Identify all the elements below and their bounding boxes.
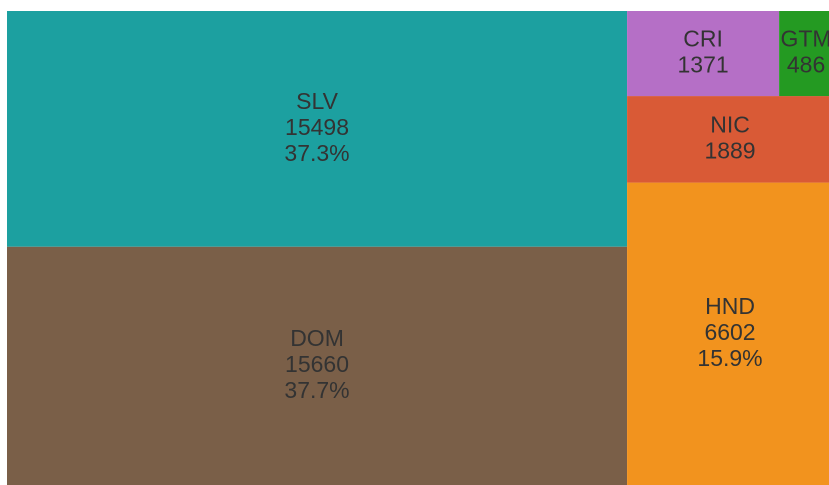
tile-label: NIC	[710, 111, 750, 137]
tile-value: 1889	[704, 137, 755, 163]
tile-value: 15660	[285, 351, 349, 377]
treemap-tile	[7, 11, 628, 247]
treemap-tile	[779, 11, 829, 97]
treemap-tile	[7, 246, 628, 485]
tile-percent: 37.7%	[284, 377, 349, 403]
tile-percent: 37.3%	[284, 140, 349, 166]
tile-value: 1371	[678, 52, 729, 78]
tile-label: SLV	[296, 88, 338, 114]
tile-value: 15498	[285, 114, 349, 140]
tile-label: DOM	[290, 325, 344, 351]
tile-label: GTM	[780, 26, 829, 52]
treemap-tile	[627, 182, 829, 485]
tile-value: 6602	[704, 319, 755, 345]
treemap-tile	[627, 11, 780, 97]
tile-percent: 15.9%	[697, 345, 762, 371]
tile-label: HND	[705, 293, 755, 319]
tile-value: 486	[787, 52, 825, 78]
tile-label: CRI	[683, 26, 723, 52]
treemap-tile	[627, 96, 829, 183]
